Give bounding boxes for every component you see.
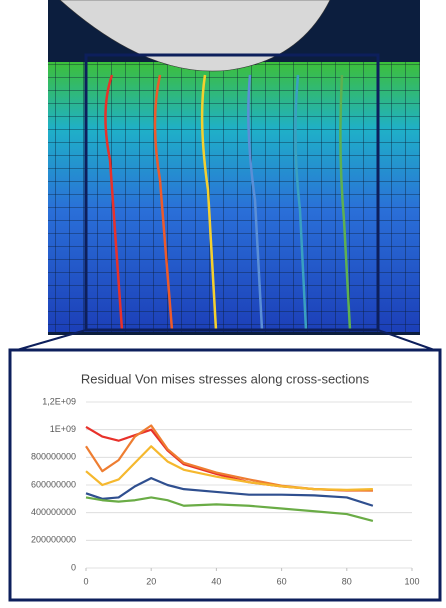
figure: Residual Von mises stresses along cross-… <box>0 0 446 603</box>
y-tick-label: 600000000 <box>31 479 76 489</box>
mesh <box>48 62 420 332</box>
y-tick-label: 1E+09 <box>50 424 76 434</box>
x-tick-label: 80 <box>342 576 352 586</box>
x-tick-label: 0 <box>83 576 88 586</box>
y-tick-label: 400000000 <box>31 507 76 517</box>
y-tick-label: 200000000 <box>31 535 76 545</box>
chart-title: Residual Von mises stresses along cross-… <box>81 371 370 386</box>
x-tick-label: 20 <box>146 576 156 586</box>
y-tick-label: 0 <box>71 562 76 572</box>
y-tick-label: 800000000 <box>31 452 76 462</box>
simulation-image <box>10 0 440 352</box>
x-tick-label: 60 <box>277 576 287 586</box>
x-tick-label: 100 <box>404 576 419 586</box>
page: Residual Von mises stresses along cross-… <box>0 0 446 603</box>
y-tick-label: 1,2E+09 <box>42 396 76 406</box>
x-tick-label: 40 <box>211 576 221 586</box>
